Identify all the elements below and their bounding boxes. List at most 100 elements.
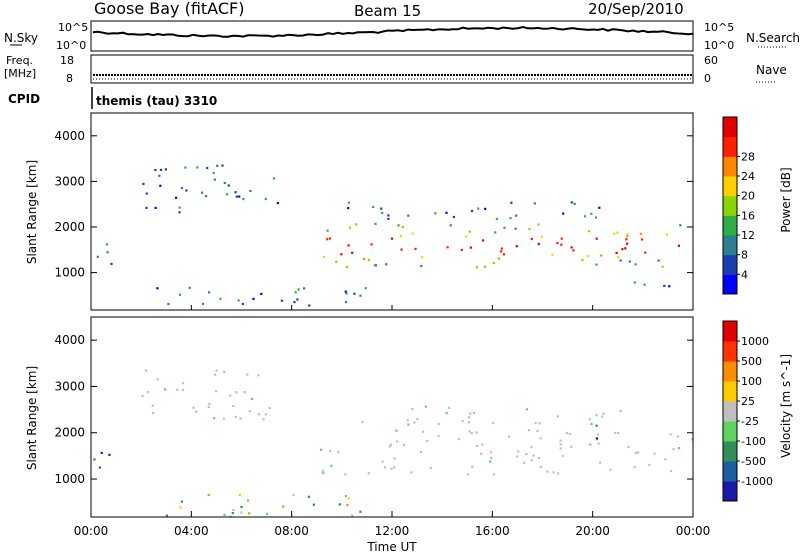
heatmap-cell bbox=[556, 472, 560, 475]
heatmap-cell bbox=[381, 211, 384, 215]
colorbar-segment bbox=[723, 215, 737, 236]
heatmap-cell bbox=[626, 242, 629, 245]
freq-panel-frame bbox=[90, 54, 694, 84]
heatmap-cell bbox=[321, 471, 324, 474]
heatmap-cell bbox=[399, 235, 402, 238]
colorbar-frame bbox=[722, 116, 738, 295]
heatmap-cell bbox=[98, 466, 101, 469]
noise-panel-frame bbox=[90, 20, 694, 52]
heatmap-cell bbox=[249, 189, 252, 193]
heatmap-cell bbox=[410, 471, 413, 474]
nave-tick-bottom: 0 bbox=[704, 72, 711, 85]
heatmap-cell bbox=[514, 227, 517, 230]
heatmap-cell bbox=[446, 246, 449, 249]
heatmap-cell bbox=[292, 493, 295, 496]
heatmap-cell bbox=[181, 388, 185, 391]
heatmap-cell bbox=[481, 443, 484, 446]
heatmap-cell bbox=[527, 429, 531, 432]
x-tick-label: 00:00 bbox=[676, 524, 711, 538]
heatmap-cell bbox=[145, 206, 148, 209]
x-tick-label: 20:00 bbox=[575, 524, 610, 538]
freq-tick-top: 18 bbox=[60, 54, 74, 67]
nsearch-label: N.Search bbox=[746, 31, 800, 45]
nave-label: Nave bbox=[756, 63, 787, 77]
heatmap-cell bbox=[637, 451, 640, 454]
colorbar-tick-label: 16 bbox=[741, 209, 755, 222]
heatmap-cell bbox=[556, 242, 559, 245]
heatmap-cell bbox=[570, 201, 573, 204]
heatmap-cell bbox=[445, 412, 448, 415]
x-tick-label: 00:00 bbox=[74, 524, 109, 538]
heatmap-cell bbox=[679, 224, 682, 227]
heatmap-cell bbox=[234, 191, 237, 194]
heatmap-cell bbox=[525, 452, 528, 456]
heatmap-cell bbox=[616, 231, 619, 234]
heatmap-cell bbox=[180, 500, 184, 503]
heatmap-cell bbox=[142, 182, 145, 185]
nsky-tick-bottom: 10^0 bbox=[56, 39, 86, 52]
heatmap-cell bbox=[643, 283, 646, 286]
heatmap-cell bbox=[235, 195, 238, 198]
heatmap-cell bbox=[237, 299, 240, 302]
colorbar-segment bbox=[723, 321, 737, 342]
heatmap-cell bbox=[570, 246, 573, 249]
heatmap-cell bbox=[633, 281, 636, 284]
heatmap-cell bbox=[234, 415, 237, 418]
nsky-trace bbox=[92, 25, 694, 38]
velocity-colorbar-label: Velocity [m s^-1] bbox=[779, 354, 793, 458]
heatmap-cell bbox=[437, 434, 440, 438]
heatmap-cell bbox=[626, 233, 629, 236]
heatmap-cell bbox=[468, 230, 471, 233]
heatmap-cell bbox=[329, 237, 332, 240]
heatmap-cell bbox=[223, 370, 226, 373]
heatmap-cell bbox=[434, 212, 437, 215]
heatmap-cell bbox=[627, 446, 630, 449]
heatmap-cell bbox=[639, 232, 642, 235]
heatmap-cell bbox=[188, 286, 191, 289]
heatmap-cell bbox=[223, 181, 226, 185]
heatmap-cell bbox=[492, 421, 495, 425]
xlabel: Time UT bbox=[366, 540, 417, 554]
heatmap-cell bbox=[206, 166, 209, 170]
heatmap-cell bbox=[595, 237, 598, 240]
heatmap-cell bbox=[598, 206, 601, 209]
heatmap-cell bbox=[389, 443, 392, 446]
heatmap-cell bbox=[561, 454, 564, 458]
heatmap-cell bbox=[589, 443, 592, 446]
y-tick-label: 2000 bbox=[54, 426, 85, 440]
heatmap-cell bbox=[364, 287, 367, 290]
heatmap-cell bbox=[207, 493, 210, 497]
heatmap-cell bbox=[523, 461, 526, 464]
heatmap-cell bbox=[595, 414, 598, 417]
heatmap-cell bbox=[416, 418, 419, 421]
heatmap-cell bbox=[413, 421, 416, 424]
heatmap-cell bbox=[238, 493, 241, 497]
heatmap-cell bbox=[156, 287, 159, 290]
colorbar-tick-label: 12 bbox=[741, 229, 755, 242]
heatmap-cell bbox=[664, 458, 667, 461]
heatmap-cell bbox=[395, 440, 399, 443]
heatmap-cell bbox=[492, 261, 495, 265]
heatmap-cell bbox=[617, 432, 620, 435]
heatmap-cell bbox=[661, 265, 664, 268]
heatmap-cell bbox=[470, 432, 473, 435]
heatmap-cell bbox=[457, 438, 460, 441]
heatmap-cell bbox=[359, 510, 362, 513]
heatmap-cell bbox=[619, 409, 622, 413]
heatmap-cell bbox=[213, 178, 216, 181]
heatmap-cell bbox=[625, 238, 628, 241]
heatmap-cell bbox=[303, 287, 306, 290]
heatmap-cell bbox=[540, 235, 543, 238]
heatmap-cell bbox=[562, 212, 565, 215]
heatmap-cell bbox=[663, 284, 666, 287]
heatmap-cell bbox=[503, 226, 506, 229]
heatmap-cell bbox=[328, 449, 332, 452]
heatmap-cell bbox=[145, 192, 148, 195]
heatmap-cell bbox=[180, 187, 183, 190]
colorbar-segment bbox=[723, 461, 737, 482]
heatmap-cell bbox=[346, 504, 349, 507]
heatmap-cell bbox=[335, 260, 338, 263]
colorbar-segment bbox=[723, 421, 737, 442]
heatmap-cell bbox=[538, 422, 541, 425]
freq-tick-bottom: 8 bbox=[66, 72, 73, 85]
